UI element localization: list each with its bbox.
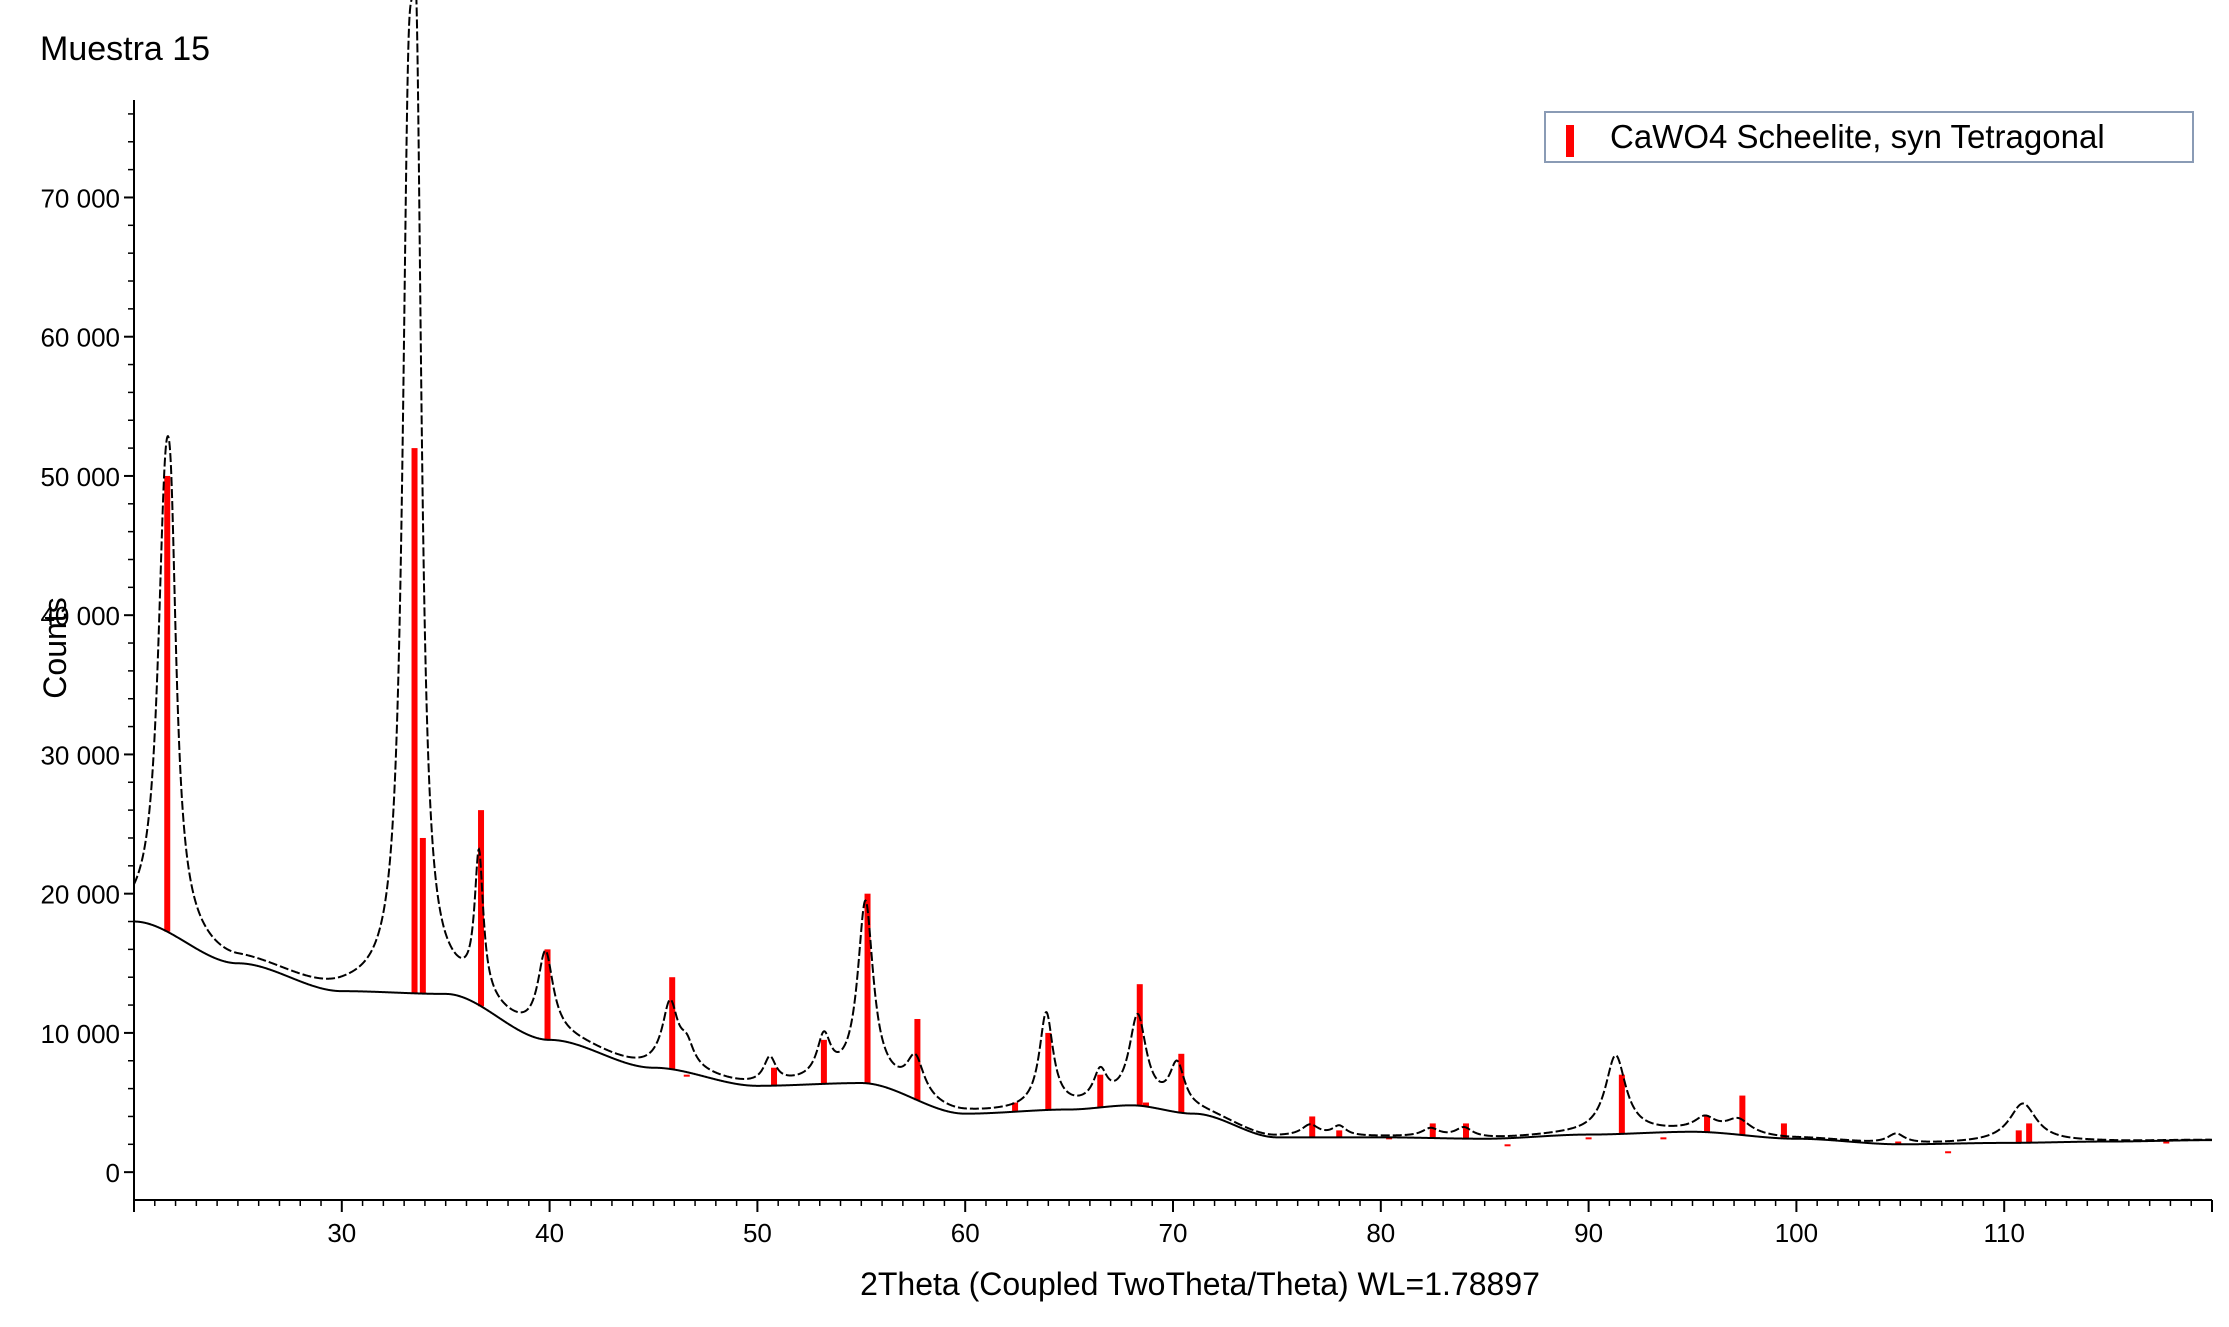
reference-line: [1704, 1116, 1711, 1133]
reference-line: [1945, 1151, 1952, 1154]
x-tick-label: 110: [1983, 1218, 2024, 1248]
x-axis-label: 2Theta (Coupled TwoTheta/Theta) WL=1.788…: [860, 1266, 1540, 1302]
reference-line: [1142, 1102, 1149, 1107]
reference-line: [864, 893, 871, 1084]
reference-line: [1045, 1032, 1052, 1110]
reference-line: [1739, 1095, 1746, 1136]
reference-line: [1895, 1141, 1902, 1145]
reference-line: [1178, 1053, 1185, 1113]
reference-line: [914, 1018, 921, 1101]
reference-line: [411, 448, 418, 994]
reference-line: [1309, 1116, 1316, 1138]
reference-line: [1780, 1123, 1787, 1139]
reference-line: [1585, 1137, 1592, 1140]
x-tick-label: 60: [951, 1218, 980, 1248]
reference-line: [164, 475, 171, 932]
reference-line: [683, 1074, 690, 1077]
y-axis-label: Counts: [37, 597, 73, 698]
reference-line: [771, 1067, 778, 1086]
reference-line: [1462, 1123, 1469, 1139]
reference-line: [1336, 1130, 1343, 1138]
y-tick-label: 60 000: [40, 323, 120, 353]
x-tick-label: 50: [743, 1218, 772, 1248]
series-group: [133, 0, 2212, 1146]
y-axis: 0 10 000 20 000 30 000 40 000 50 000 60 000 70 …: [40, 100, 135, 1200]
reference-line: [2163, 1141, 2170, 1144]
reference-line: [1012, 1102, 1019, 1112]
reference-line: [669, 977, 676, 1070]
reference-line: [1660, 1137, 1667, 1140]
x-tick-label: 70: [1159, 1218, 1188, 1248]
x-tick-label: 100: [1775, 1218, 1818, 1248]
reference-line: [1429, 1123, 1436, 1139]
legend-label: CaWO4 Scheelite, syn Tetragonal: [1610, 118, 2105, 155]
x-tick-label: 80: [1366, 1218, 1395, 1248]
y-tick-label: 30 000: [40, 740, 120, 770]
background-curve: [134, 920, 2212, 1146]
y-tick-label: 40 000: [40, 601, 120, 631]
reference-lines: [164, 448, 2170, 1154]
legend-box: [1544, 111, 2194, 163]
legend: CaWO4 Scheelite, syn Tetragonal: [1544, 111, 2194, 163]
reference-line: [2026, 1123, 2033, 1143]
reference-line: [2015, 1130, 2022, 1143]
reference-line: [478, 810, 485, 1007]
reference-line: [1504, 1144, 1511, 1147]
y-tick-label: 10 000: [40, 1019, 120, 1049]
x-tick-label: 40: [535, 1218, 564, 1248]
x-tick-label: 30: [327, 1218, 356, 1248]
reference-line: [820, 1039, 827, 1084]
y-tick-label: 20 000: [40, 880, 120, 910]
x-axis: 30 40 50 60 70 80 90 100 110: [133, 1199, 2213, 1248]
y-tick-label: 50 000: [40, 462, 120, 492]
y-tick-label: 0: [106, 1158, 120, 1188]
legend-swatch: [1566, 125, 1574, 157]
chart-title: Muestra 15: [40, 30, 210, 68]
y-tick-label: 70 000: [40, 183, 120, 213]
xrd-pattern-line: [133, 0, 2212, 1143]
reference-line: [544, 949, 551, 1040]
reference-line: [1618, 1074, 1625, 1134]
reference-line: [1097, 1074, 1104, 1108]
reference-line: [419, 837, 426, 994]
reference-line: [1136, 984, 1143, 1106]
x-tick-label: 90: [1574, 1218, 1603, 1248]
